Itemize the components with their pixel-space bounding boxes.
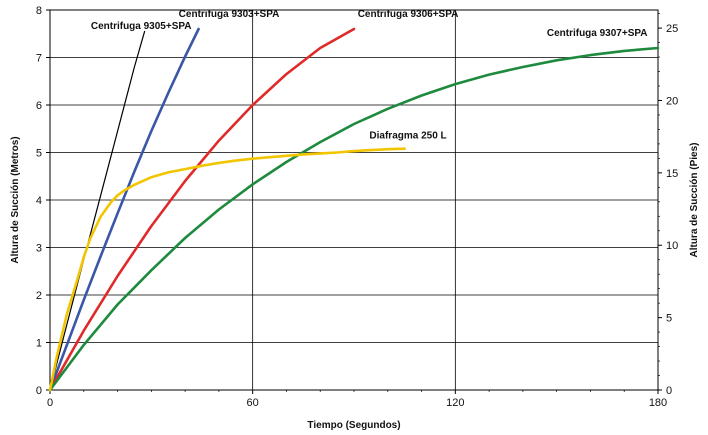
grid-lines <box>49 9 659 391</box>
x-tick-label: 120 <box>446 397 464 409</box>
y2-axis-title: Altura de Succión (Pies) <box>689 142 700 257</box>
series-annotation: Centrifuga 9305+SPA <box>91 21 192 32</box>
series-line-diafragma-250-l <box>48 147 407 392</box>
series-line-centrifuga-9303-spa <box>48 27 200 392</box>
x-tick-label: 180 <box>649 397 667 409</box>
series-line-centrifuga-9307-spa <box>48 46 660 392</box>
y-tick-label: 4 <box>36 195 42 207</box>
series-annotation: Centrifuga 9303+SPA <box>179 9 280 20</box>
y2-tick-label: 25 <box>666 23 678 35</box>
y-tick-label: 8 <box>36 5 42 17</box>
y-tick-label: 0 <box>36 385 42 397</box>
y2-tick-label: 0 <box>666 385 672 397</box>
y-axis-title: Altura de Succión (Metros) <box>10 136 21 263</box>
series-annotation: Centrifuga 9307+SPA <box>547 28 648 39</box>
y2-tick-label: 5 <box>666 313 672 325</box>
series-line-centrifuga-9306-spa <box>48 27 356 392</box>
x-tick-label: 0 <box>47 397 53 409</box>
x-axis-title: Tiempo (Segundos) <box>307 420 400 431</box>
series-annotation: Diafragma 250 L <box>369 130 446 141</box>
x-tick-label: 60 <box>247 397 259 409</box>
series-annotation: Centrifuga 9306+SPA <box>358 9 459 20</box>
y-tick-label: 3 <box>36 243 42 255</box>
y-tick-label: 5 <box>36 148 42 160</box>
series-line-centrifuga-9305-spa <box>49 30 146 391</box>
y-tick-label: 1 <box>36 338 42 350</box>
y2-tick-label: 20 <box>666 95 678 107</box>
series-lines <box>48 27 660 392</box>
y2-tick-label: 10 <box>666 240 678 252</box>
y2-tick-label: 15 <box>666 168 678 180</box>
y-tick-label: 6 <box>36 100 42 112</box>
y-tick-label: 2 <box>36 290 42 302</box>
y-tick-label: 7 <box>36 53 42 65</box>
